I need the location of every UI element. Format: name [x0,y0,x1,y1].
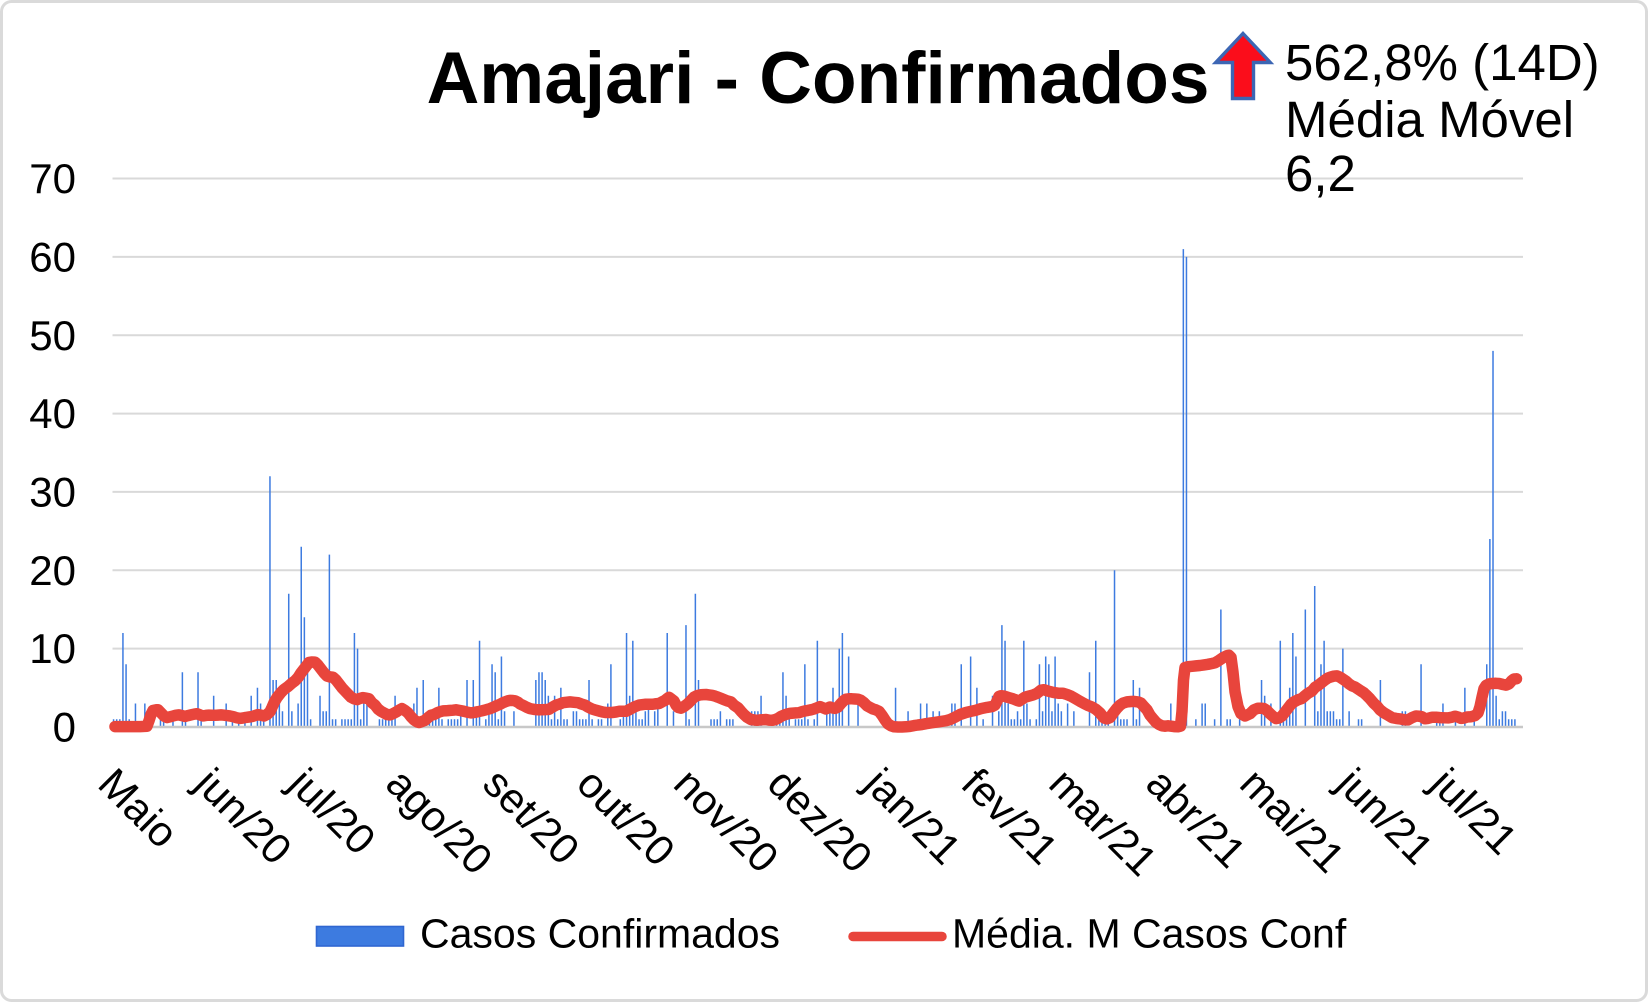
svg-text:Média Móvel: Média Móvel [1285,91,1574,148]
svg-text:30: 30 [29,468,76,515]
svg-text:70: 70 [29,155,76,202]
svg-text:6,2: 6,2 [1285,145,1356,202]
svg-text:0: 0 [53,704,76,751]
svg-text:Amajari - Confirmados: Amajari - Confirmados [427,38,1210,119]
svg-text:562,8% (14D): 562,8% (14D) [1285,34,1600,91]
svg-text:10: 10 [29,625,76,672]
svg-text:Casos Confirmados: Casos Confirmados [420,911,780,957]
svg-text:40: 40 [29,390,76,437]
svg-text:60: 60 [29,233,76,280]
svg-text:20: 20 [29,547,76,594]
svg-text:Média. M Casos Conf: Média. M Casos Conf [952,911,1347,957]
svg-text:50: 50 [29,312,76,359]
